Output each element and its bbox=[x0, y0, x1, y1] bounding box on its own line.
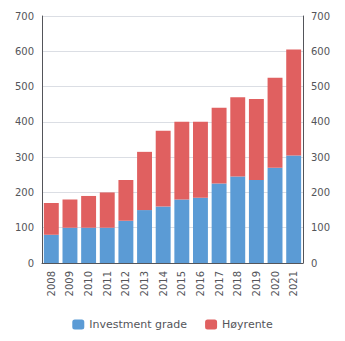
svg-text:Høyrente: Høyrente bbox=[222, 318, 273, 331]
svg-text:2018: 2018 bbox=[232, 271, 243, 296]
svg-text:400: 400 bbox=[311, 116, 330, 127]
svg-text:2021: 2021 bbox=[288, 271, 299, 296]
svg-text:400: 400 bbox=[15, 116, 34, 127]
svg-text:2016: 2016 bbox=[195, 271, 206, 296]
svg-text:2019: 2019 bbox=[251, 271, 262, 296]
svg-text:2015: 2015 bbox=[176, 271, 187, 296]
svg-text:2009: 2009 bbox=[64, 271, 75, 296]
svg-text:0: 0 bbox=[311, 258, 317, 269]
svg-text:2014: 2014 bbox=[158, 271, 169, 296]
svg-text:2011: 2011 bbox=[102, 271, 113, 296]
svg-text:500: 500 bbox=[15, 81, 34, 92]
svg-text:2020: 2020 bbox=[270, 271, 281, 296]
svg-text:700: 700 bbox=[15, 11, 34, 22]
svg-text:500: 500 bbox=[311, 81, 330, 92]
svg-text:600: 600 bbox=[311, 46, 330, 57]
svg-text:2017: 2017 bbox=[214, 271, 225, 296]
svg-text:2010: 2010 bbox=[83, 271, 94, 296]
svg-text:Investment grade: Investment grade bbox=[89, 318, 187, 331]
svg-text:0: 0 bbox=[28, 258, 34, 269]
svg-text:700: 700 bbox=[311, 11, 330, 22]
svg-text:300: 300 bbox=[15, 152, 34, 163]
svg-text:600: 600 bbox=[15, 46, 34, 57]
svg-text:200: 200 bbox=[15, 187, 34, 198]
svg-text:2012: 2012 bbox=[120, 271, 131, 296]
svg-text:2008: 2008 bbox=[46, 271, 57, 296]
svg-text:100: 100 bbox=[311, 222, 330, 233]
svg-text:100: 100 bbox=[15, 222, 34, 233]
svg-text:300: 300 bbox=[311, 152, 330, 163]
svg-text:200: 200 bbox=[311, 187, 330, 198]
svg-text:2013: 2013 bbox=[139, 271, 150, 296]
